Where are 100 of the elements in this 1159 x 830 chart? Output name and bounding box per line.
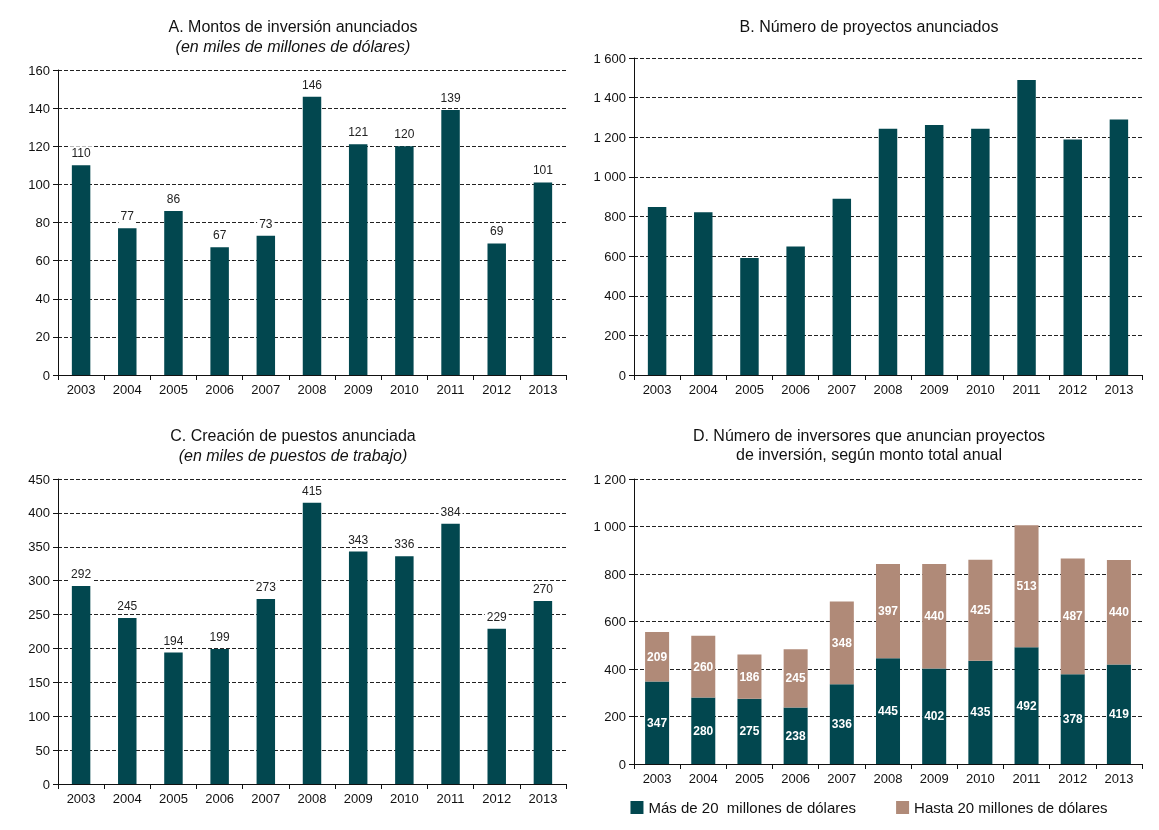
y-tick-label: 100 — [28, 708, 50, 724]
bar — [647, 206, 667, 375]
x-tick-label: 2012 — [1058, 382, 1088, 397]
data-label: 238 — [785, 728, 806, 743]
chart-title: C. Creación de puestos anunciada — [170, 427, 416, 444]
y-tick-label: 600 — [604, 248, 626, 264]
chart-title: B. Número de proyectos anunciados — [739, 18, 999, 35]
bar — [1109, 119, 1129, 375]
y-tick-label: 40 — [35, 291, 50, 307]
bar — [694, 212, 713, 375]
bar — [832, 198, 852, 375]
data-label: 273 — [255, 579, 277, 594]
y-tick-label: 0 — [618, 756, 626, 772]
bar — [348, 551, 368, 784]
x-tick-label: 2007 — [827, 382, 857, 397]
x-tick-label: 2009 — [919, 771, 949, 786]
y-tick-label: 0 — [618, 367, 626, 383]
bar — [533, 601, 553, 784]
bar — [71, 165, 91, 375]
x-tick-label: 2010 — [965, 771, 995, 786]
chart-subtitle: (en miles de puestos de trabajo) — [178, 446, 408, 464]
bar — [691, 697, 716, 764]
y-tick-label: 1 000 — [593, 169, 626, 185]
data-label: 440 — [1108, 605, 1130, 620]
bar — [645, 681, 670, 764]
legend-label: Hasta 20 millones de dólares — [914, 799, 1108, 816]
bar — [1014, 525, 1039, 648]
data-label: 415 — [301, 483, 323, 498]
bar — [968, 660, 993, 764]
x-tick-label: 2006 — [205, 382, 235, 397]
data-label: 86 — [166, 192, 181, 207]
bar — [1060, 558, 1085, 675]
data-label: 209 — [647, 649, 668, 664]
x-tick-label: 2013 — [528, 791, 558, 806]
y-tick-label: 20 — [35, 329, 50, 345]
y-tick-label: 0 — [42, 776, 50, 792]
data-label: 101 — [532, 163, 554, 178]
bar — [256, 235, 276, 375]
x-tick-label: 2012 — [482, 791, 512, 806]
y-tick-label: 1 600 — [593, 50, 626, 66]
y-tick-label: 1 000 — [593, 519, 626, 534]
bar — [783, 649, 808, 708]
data-label: 292 — [71, 567, 92, 582]
bar — [395, 556, 414, 784]
x-tick-label: 2005 — [158, 791, 188, 806]
data-label: 77 — [120, 209, 135, 224]
y-tick-label: 800 — [604, 209, 626, 224]
data-label: 419 — [1108, 707, 1130, 722]
x-tick-label: 2006 — [781, 771, 811, 786]
chart-subtitle: (en miles de millones de dólares) — [175, 37, 411, 55]
x-tick-label: 2011 — [1012, 771, 1041, 786]
y-tick-label: 200 — [28, 640, 50, 656]
x-tick-label: 2003 — [66, 791, 96, 806]
x-tick-label: 2008 — [297, 791, 327, 806]
x-tick-label: 2011 — [436, 791, 465, 806]
data-label: 245 — [117, 598, 138, 613]
bar — [924, 124, 944, 375]
bar — [829, 601, 854, 685]
x-tick-label: 2013 — [528, 382, 558, 397]
bar — [210, 247, 229, 375]
bar — [487, 628, 506, 784]
y-tick-label: 200 — [604, 327, 626, 343]
bar — [740, 258, 759, 375]
bar — [968, 559, 993, 661]
x-tick-label: 2011 — [436, 382, 465, 397]
x-tick-label: 2010 — [389, 382, 419, 397]
y-tick-label: 250 — [28, 607, 50, 623]
data-label: 270 — [532, 582, 554, 596]
y-tick-label: 140 — [28, 100, 50, 116]
bar — [691, 635, 716, 698]
bar — [118, 617, 137, 784]
bar — [875, 658, 901, 764]
x-tick-label: 2011 — [1012, 382, 1041, 397]
y-tick-label: 450 — [28, 471, 50, 487]
data-label: 69 — [490, 224, 504, 239]
chart-title: D. Número de inversores que anuncian proyectos de inversión, según monto total anual — [692, 427, 1046, 463]
bar — [783, 707, 808, 764]
x-tick-label: 2005 — [734, 382, 764, 397]
bar — [164, 211, 183, 375]
data-label: 425 — [970, 603, 991, 618]
bar — [786, 246, 805, 375]
x-tick-label: 2010 — [965, 382, 995, 397]
x-tick-label: 2008 — [873, 771, 903, 786]
bar — [1017, 79, 1036, 375]
data-label: 275 — [739, 724, 760, 739]
bar — [210, 649, 229, 784]
y-tick-label: 200 — [604, 709, 626, 724]
bar — [118, 228, 137, 375]
data-label: 343 — [348, 532, 369, 547]
x-tick-label: 2010 — [389, 791, 419, 806]
bar — [737, 698, 762, 764]
bar — [922, 564, 947, 669]
data-label: 336 — [831, 717, 853, 732]
y-tick-label: 50 — [35, 742, 50, 758]
y-tick-label: 800 — [604, 566, 626, 582]
y-tick-label: 0 — [42, 367, 50, 383]
data-label: 199 — [209, 630, 230, 645]
data-label: 73 — [259, 216, 273, 231]
data-label: 347 — [647, 715, 668, 730]
data-label: 139 — [440, 91, 461, 106]
